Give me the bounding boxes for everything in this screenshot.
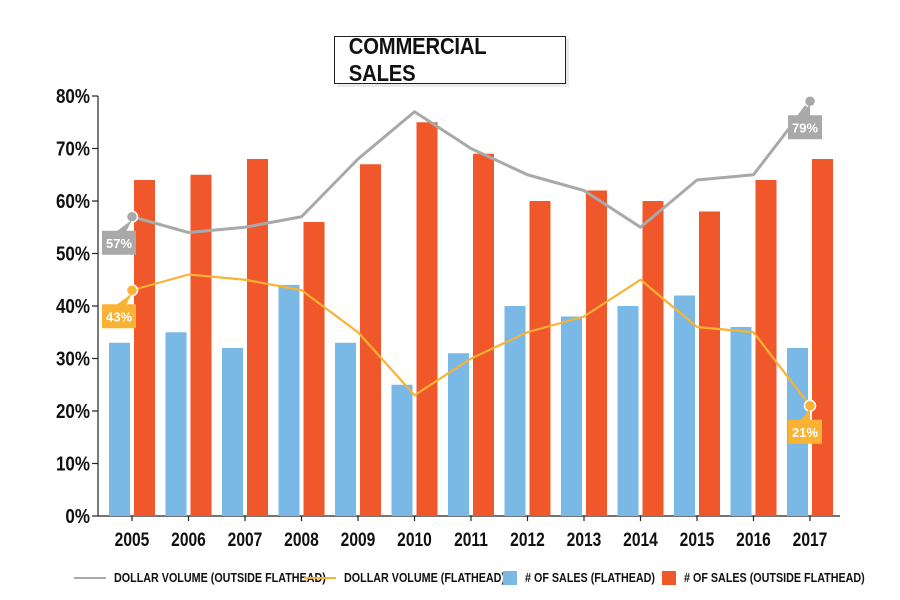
bar-sales-outside-flathead bbox=[473, 153, 494, 516]
x-tick-label: 2008 bbox=[284, 529, 319, 551]
y-tick-label: 20% bbox=[56, 400, 90, 423]
labels-layer: 0% 10% 20% 30% 40% 50% 60% 70% 80% 2005 2006 2007 20… bbox=[56, 85, 827, 551]
x-tick-label: 2006 bbox=[171, 529, 206, 551]
lines-layer bbox=[131, 100, 812, 407]
callout-label: 79% bbox=[792, 120, 818, 135]
bar-sales-flathead bbox=[335, 342, 356, 516]
bar-sales-outside-flathead bbox=[699, 211, 720, 516]
x-tick-label: 2014 bbox=[623, 529, 658, 551]
y-tick-label: 0% bbox=[65, 505, 90, 528]
x-tick-label: 2005 bbox=[115, 529, 150, 551]
bar-sales-outside-flathead bbox=[586, 190, 607, 516]
x-tick-label: 2012 bbox=[510, 529, 545, 551]
x-tick-label: 2015 bbox=[680, 529, 715, 551]
x-tick-label: 2011 bbox=[454, 529, 488, 551]
callout-pointer bbox=[800, 104, 810, 117]
bar-sales-outside-flathead bbox=[812, 159, 833, 516]
bar-sales-outside-flathead bbox=[190, 174, 212, 516]
legend-item-dollar-volume-flathead: DOLLAR VOLUME (FLATHEAD) bbox=[304, 566, 531, 590]
bar-sales-flathead bbox=[617, 306, 639, 516]
callout-label: 43% bbox=[106, 309, 132, 324]
bar-sales-flathead bbox=[561, 316, 582, 516]
bar-sales-outside-flathead bbox=[247, 159, 268, 516]
x-tick-label: 2016 bbox=[736, 529, 771, 551]
callout-marker bbox=[125, 284, 139, 297]
bar-sales-outside-flathead bbox=[360, 164, 381, 516]
bar-sales-flathead bbox=[109, 342, 130, 516]
y-tick-label: 70% bbox=[56, 137, 90, 160]
legend-swatch-line bbox=[74, 576, 106, 580]
legend: DOLLAR VOLUME (OUTSIDE FLATHEAD) DOLLAR … bbox=[0, 566, 900, 590]
y-tick-label: 50% bbox=[56, 242, 90, 265]
legend-swatch-box bbox=[503, 571, 517, 585]
x-tick-label: 2009 bbox=[341, 529, 376, 551]
bar-sales-flathead bbox=[222, 348, 243, 516]
y-tick-label: 60% bbox=[56, 190, 90, 213]
bar-sales-outside-flathead bbox=[416, 122, 438, 516]
y-tick-label: 40% bbox=[56, 295, 90, 318]
legend-label: # OF SALES (FLATHEAD) bbox=[525, 571, 655, 585]
bar-sales-flathead bbox=[504, 306, 526, 516]
line-dollar-volume-outside bbox=[131, 100, 812, 234]
x-tick-label: 2013 bbox=[567, 529, 602, 551]
legend-label: # OF SALES (OUTSIDE FLATHEAD) bbox=[684, 571, 865, 585]
x-tick-label: 2007 bbox=[228, 529, 263, 551]
legend-label: DOLLAR VOLUME (FLATHEAD) bbox=[344, 571, 506, 585]
bar-sales-flathead bbox=[278, 285, 300, 516]
y-tick-label: 10% bbox=[56, 452, 90, 475]
bar-sales-flathead bbox=[165, 332, 187, 516]
legend-item-dollar-volume-outside: DOLLAR VOLUME (OUTSIDE FLATHEAD) bbox=[74, 566, 360, 590]
bar-sales-outside-flathead bbox=[134, 180, 155, 516]
chart-title-box: COMMERCIAL SALES bbox=[334, 33, 566, 86]
bar-sales-flathead bbox=[674, 295, 695, 516]
callouts-layer: 57% 43% 79% 21% bbox=[102, 95, 822, 444]
y-tick-label: 30% bbox=[56, 347, 90, 370]
callout-pointer bbox=[800, 408, 810, 421]
bar-sales-outside-flathead bbox=[303, 222, 325, 516]
callout-box bbox=[788, 115, 822, 140]
line-dollar-volume-flathead bbox=[131, 273, 811, 407]
callout-label: 21% bbox=[792, 425, 818, 440]
callout-label: 57% bbox=[106, 236, 132, 251]
x-tick-label: 2017 bbox=[793, 529, 828, 551]
legend-item-sales-outside-flathead: # OF SALES (OUTSIDE FLATHEAD) bbox=[662, 566, 894, 590]
x-tick-label: 2010 bbox=[397, 529, 432, 551]
callout-box bbox=[788, 419, 822, 444]
legend-swatch-line bbox=[304, 576, 336, 580]
legend-item-sales-flathead: # OF SALES (FLATHEAD) bbox=[503, 566, 676, 590]
callout-box bbox=[102, 304, 136, 329]
bar-sales-outside-flathead bbox=[529, 201, 551, 516]
callout-pointer bbox=[116, 293, 132, 306]
bar-sales-flathead bbox=[448, 353, 469, 516]
y-tick-label: 80% bbox=[56, 85, 90, 108]
bars-layer bbox=[109, 122, 833, 516]
chart-title: COMMERCIAL SALES bbox=[348, 33, 487, 86]
bar-sales-outside-flathead bbox=[642, 201, 664, 516]
legend-swatch-box bbox=[662, 571, 676, 585]
callout-marker bbox=[125, 210, 139, 223]
callout-box bbox=[102, 230, 136, 255]
bar-sales-flathead bbox=[730, 327, 752, 516]
legend-label: DOLLAR VOLUME (OUTSIDE FLATHEAD) bbox=[114, 571, 326, 585]
callout-pointer bbox=[116, 219, 132, 232]
bar-sales-flathead bbox=[391, 384, 413, 516]
